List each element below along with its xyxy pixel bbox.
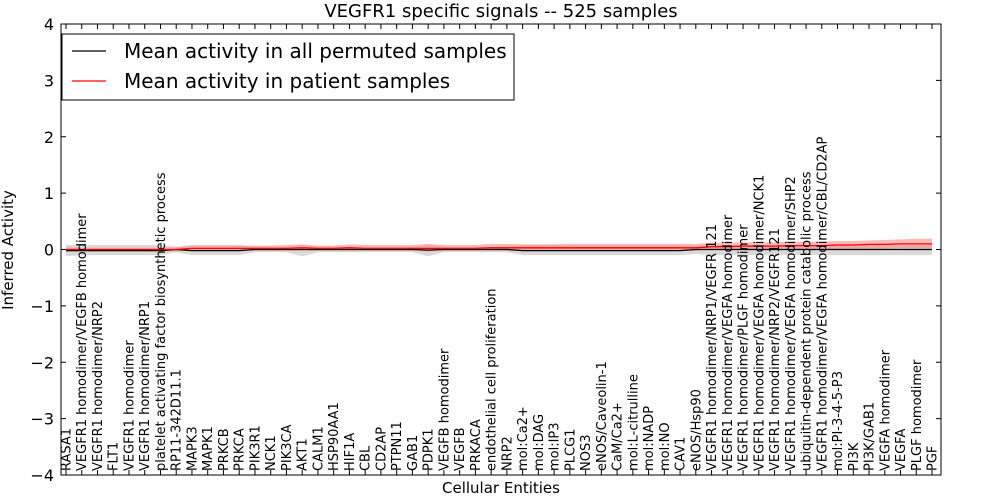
x-tick-label: GAB1	[406, 435, 421, 471]
x-axis: RASA1 VEGFR1 homodimer/VEGFB homodimer VEG…	[60, 24, 941, 475]
y-tick-label: −3	[30, 410, 54, 429]
x-tick-label: VEGFR1 homodimer/NRP2	[91, 301, 106, 471]
x-tick-label: mol:IP3	[548, 422, 563, 471]
x-tick-label: CBL	[359, 445, 374, 471]
y-tick-label: 4	[44, 15, 54, 34]
y-axis-title: Inferred Activity	[0, 190, 17, 310]
y-tick-label: −4	[30, 466, 54, 485]
x-tick-label: eNOS/Caveolin-1	[595, 361, 610, 471]
series-line-1	[66, 243, 932, 251]
series-line-0	[66, 248, 932, 252]
x-tick-label: PI3K	[847, 442, 862, 471]
x-tick-label: FLT1	[107, 442, 122, 471]
x-tick-label: HIF1A	[343, 433, 358, 471]
x-tick-label: mol:Ca2+	[516, 406, 531, 471]
x-tick-label: VEGFB	[453, 427, 468, 471]
x-tick-label: AKT1	[296, 438, 311, 471]
x-tick-label: NRP2	[500, 436, 515, 471]
x-tick-label: ubiquitin-dependent protein catabolic pr…	[800, 171, 815, 471]
x-tick-label: CALM1	[311, 426, 326, 471]
y-tick-label: −1	[30, 297, 54, 316]
y-tick-label: 1	[44, 184, 54, 203]
series-lines	[66, 243, 932, 252]
x-tick-label: PLCG1	[563, 429, 578, 472]
x-tick-label: PI3K/GAB1	[863, 402, 878, 471]
x-tick-label: VEGFA homodimer	[878, 349, 893, 471]
x-tick-label: RP11-342D11.1	[170, 369, 185, 471]
x-tick-label: mol:PI-3-4-5-P3	[831, 371, 846, 471]
x-tick-label: PDPK1	[422, 428, 437, 471]
x-tick-label: RASA1	[60, 428, 75, 471]
x-tick-label: mol:NADP	[642, 406, 657, 471]
x-tick-label: VEGFR1 homodimer/VEGFA homodimer/SHP2	[784, 176, 799, 471]
x-tick-label: PIK3R1	[248, 425, 263, 471]
x-tick-label: MAPK3	[186, 426, 201, 471]
y-tick-label: 2	[44, 128, 54, 147]
x-tick-label: VEGFR1 homodimer/VEGFA homodimer/NCK1	[752, 175, 767, 471]
x-tick-label: VEGFR1 homodimer/NRP1	[138, 301, 153, 471]
x-tick-label: NOS3	[579, 435, 594, 471]
y-tick-label: 3	[44, 71, 54, 90]
x-tick-label: VEGFB homodimer	[437, 348, 452, 471]
x-tick-label: PRKCA	[233, 428, 248, 471]
x-axis-title: Cellular Entities	[442, 479, 560, 497]
x-tick-label: endothelial cell proliferation	[485, 288, 500, 471]
y-axis: 4 3 2 1 0 −1 −2 −3 −4	[30, 15, 941, 485]
x-tick-label: platelet activating factor biosynthetic …	[154, 172, 169, 471]
x-tick-label: VEGFR1 homodimer/VEGFB homodimer	[75, 213, 90, 471]
x-tick-label: VEGFR1 homodimer/VEGFA homodimer	[721, 214, 736, 471]
x-tick-label: CD2AP	[374, 427, 389, 471]
x-tick-label: PRKCB	[217, 428, 232, 471]
x-tick-label: VEGFR1 homodimer/PLGF homodimer	[737, 224, 752, 471]
x-tick-label: eNOS/Hsp90	[689, 389, 704, 471]
x-tick-label: VEGFA	[894, 429, 909, 471]
x-tick-label: VEGFR1 homodimer/NRP1/VEGFR 121	[705, 224, 720, 471]
x-tick-label: mol:DAG	[532, 414, 547, 471]
legend: Mean activity in all permuted samples Me…	[61, 33, 515, 101]
legend-label-permuted: Mean activity in all permuted samples	[124, 39, 507, 63]
y-tick-label: −2	[30, 353, 54, 372]
x-tick-label: PTPN11	[390, 421, 405, 471]
x-tick-label: PGF	[926, 446, 941, 471]
x-tick-label: CaM/Ca2+	[611, 402, 626, 471]
x-tick-label: CAV1	[674, 437, 689, 471]
x-tick-label: PLGF homodimer	[910, 359, 925, 471]
y-tick-label: 0	[44, 241, 54, 260]
x-tick-label: PIK3CA	[280, 424, 295, 471]
x-tick-label: mol:NO	[658, 422, 673, 471]
legend-box	[61, 33, 515, 101]
x-tick-label: VEGFR1 homodimer/NRP2/VEGFR121	[768, 228, 783, 471]
x-tick-label: mol:L-citrulline	[626, 374, 641, 471]
x-tick-label: PRKACA	[469, 419, 484, 471]
x-tick-label: VEGFR1 homodimer/VEGFA homodimer/CBL/CD2…	[815, 136, 830, 471]
x-tick-label: MAPK1	[201, 426, 216, 471]
chart-title: VEGFR1 specific signals -- 525 samples	[324, 1, 677, 22]
x-tick-label: NCK1	[264, 435, 279, 471]
x-tick-label: VEGFR1 homodimer	[123, 340, 138, 471]
x-tick-label: HSP90AA1	[327, 402, 342, 471]
legend-label-patient: Mean activity in patient samples	[124, 69, 450, 93]
